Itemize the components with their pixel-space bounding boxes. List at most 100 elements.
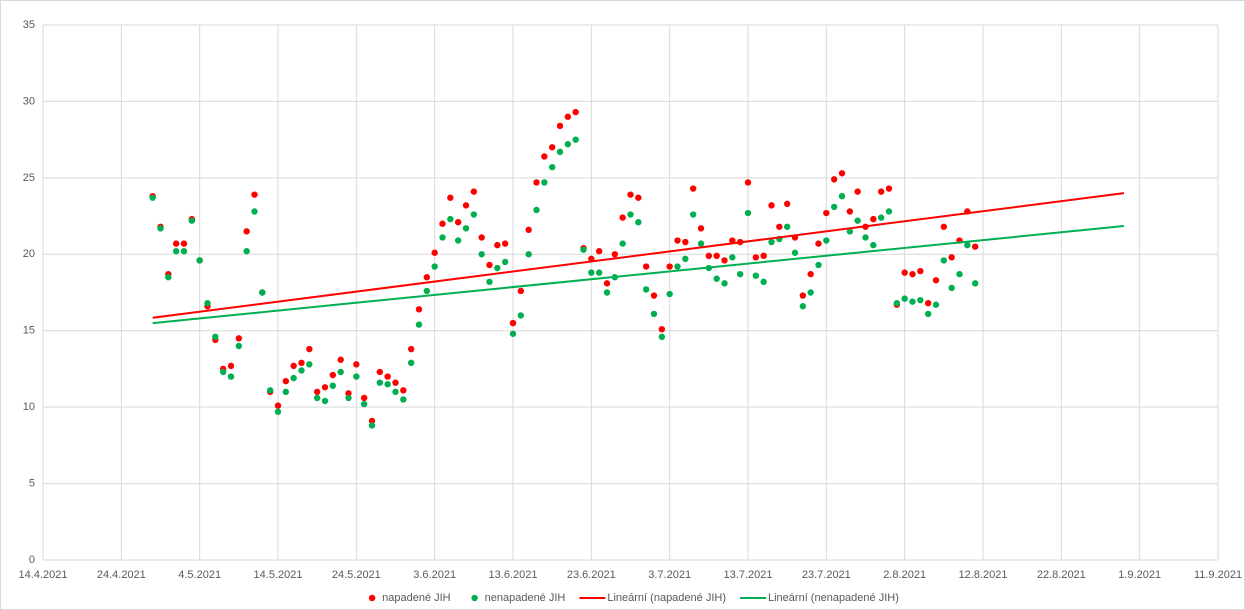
data-point (353, 373, 360, 380)
data-point (447, 194, 454, 201)
data-point (815, 261, 822, 269)
data-point (447, 215, 454, 223)
data-point (823, 237, 830, 244)
data-point (783, 200, 791, 208)
data-point (227, 373, 235, 380)
data-point (885, 208, 893, 215)
data-point (266, 387, 274, 394)
data-point (642, 263, 650, 270)
data-point (682, 238, 689, 246)
data-point (454, 237, 462, 244)
data-point (407, 345, 415, 353)
data-point (431, 249, 438, 256)
data-point (627, 211, 634, 218)
data-point (846, 208, 854, 215)
x-tick-label: 13.6.2021 (489, 569, 538, 581)
data-point (658, 325, 666, 333)
data-point (744, 209, 752, 217)
data-point (619, 240, 626, 247)
data-point (478, 251, 485, 258)
legend-key (368, 594, 376, 602)
data-point (462, 225, 470, 232)
data-point (791, 249, 799, 256)
data-point (172, 248, 180, 255)
data-point (572, 108, 579, 116)
data-point (345, 390, 352, 397)
x-tick-label: 1.9.2021 (1118, 569, 1161, 581)
data-point (462, 202, 470, 209)
data-point (595, 269, 603, 276)
data-point (212, 333, 219, 341)
data-point (971, 243, 979, 250)
data-point (932, 301, 940, 308)
data-point (486, 278, 493, 285)
legend-label: Lineární (napadené JIH) (607, 592, 726, 604)
data-point (509, 319, 517, 327)
data-point (274, 408, 282, 415)
y-tick-label: 25 (23, 172, 35, 184)
data-point (454, 218, 462, 226)
data-point (149, 194, 156, 201)
data-point (501, 258, 509, 266)
data-point (682, 255, 689, 263)
data-point (768, 202, 775, 209)
data-point (744, 179, 752, 186)
y-tick-label: 10 (23, 401, 35, 413)
data-point (627, 191, 634, 198)
data-point (392, 388, 399, 396)
data-point (360, 394, 368, 402)
x-tick-label: 24.5.2021 (332, 569, 381, 581)
x-tick-label: 13.7.2021 (724, 569, 773, 581)
data-point (862, 234, 869, 241)
data-point (556, 122, 564, 130)
data-point (384, 381, 391, 388)
data-point (901, 269, 908, 276)
data-point (564, 141, 572, 148)
data-point (713, 252, 720, 260)
data-point (580, 246, 587, 253)
data-point (541, 153, 548, 160)
x-tick-label: 24.4.2021 (97, 569, 146, 581)
data-point (415, 306, 423, 313)
data-point (243, 228, 250, 235)
y-tick-label: 5 (29, 477, 35, 489)
x-tick-label: 14.4.2021 (19, 569, 68, 581)
x-tick-label: 22.8.2021 (1037, 569, 1086, 581)
data-point (877, 214, 885, 221)
data-point (948, 254, 955, 261)
data-point (337, 356, 344, 363)
data-point (893, 300, 901, 307)
data-point (940, 223, 948, 230)
data-point (768, 238, 775, 246)
data-point (204, 300, 211, 307)
data-point (650, 292, 658, 299)
legend-label: napadené JIH (382, 592, 451, 604)
x-tick-label: 14.5.2021 (254, 569, 303, 581)
data-point (235, 342, 243, 350)
legend-label: nenapadené JIH (485, 592, 566, 604)
data-point (298, 367, 305, 374)
data-point (439, 234, 446, 241)
data-point (337, 368, 344, 376)
data-point (721, 280, 728, 287)
y-tick-label: 20 (23, 248, 35, 260)
data-point (494, 264, 501, 272)
data-point (227, 362, 235, 370)
data-point (752, 272, 760, 279)
data-point (533, 179, 540, 186)
data-point (603, 280, 611, 287)
data-point (486, 261, 493, 269)
data-point (666, 290, 673, 298)
data-point (924, 310, 932, 318)
data-point (697, 240, 705, 247)
data-point (290, 362, 297, 370)
data-point (556, 148, 564, 156)
data-point (830, 176, 838, 183)
data-point (533, 206, 540, 214)
data-point (525, 226, 532, 234)
data-point (838, 193, 846, 200)
data-point (729, 254, 736, 261)
data-point (854, 188, 861, 195)
